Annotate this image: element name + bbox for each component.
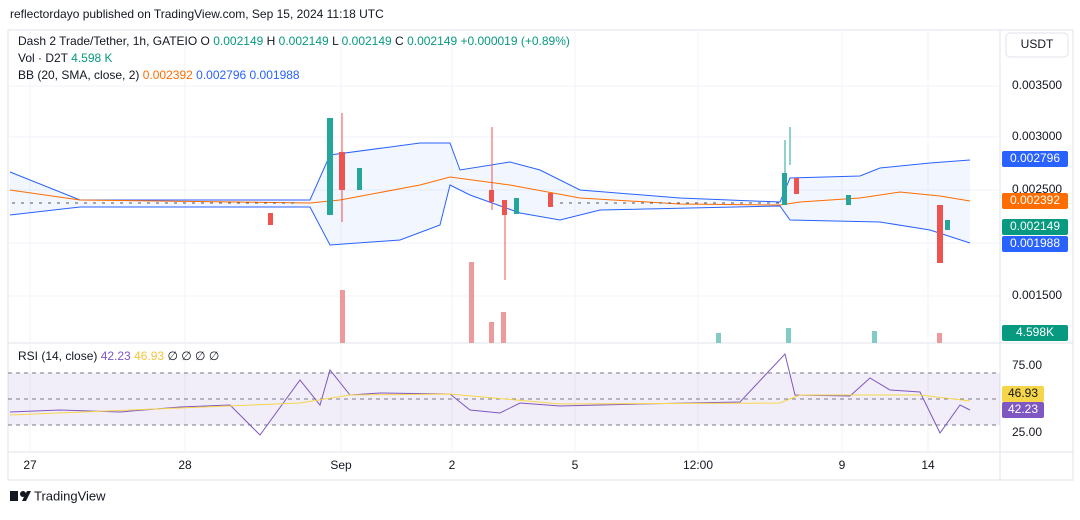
ohlc-label: C — [395, 34, 404, 48]
rsi-line — [9, 352, 971, 436]
rsi-value: ∅ — [167, 349, 177, 363]
bb-label: BB (20, SMA, close, 2) — [18, 68, 139, 82]
price-badge — [1002, 151, 1068, 167]
rsi-axis-label: 75.00 — [1012, 358, 1042, 372]
bb-middle — [9, 176, 971, 206]
published-text: reflectordayo published on TradingView.c… — [10, 7, 384, 21]
candles — [12, 113, 950, 280]
tv-logo — [10, 491, 31, 501]
time-label: 5 — [572, 458, 579, 472]
bb-value: 0.002796 — [196, 68, 246, 82]
volume — [340, 262, 942, 343]
ohlc-value: 0.002149 — [279, 34, 329, 48]
time-label: 2 — [449, 458, 456, 472]
rsi-badge — [1002, 386, 1044, 402]
price-badge — [1002, 325, 1068, 341]
price-label: 0.003000 — [1012, 129, 1062, 143]
rsi-value: 46.93 — [134, 349, 164, 363]
price-badge-label: 0.002796 — [1010, 151, 1060, 165]
legend-row: Vol · D2T 4.598 K — [18, 51, 113, 65]
time-label: 12:00 — [683, 458, 713, 472]
bb-value: 0.001988 — [250, 68, 300, 82]
rsi-value: ∅ — [209, 349, 219, 363]
rsi-badge-label: 46.93 — [1008, 386, 1038, 400]
currency-box[interactable] — [1005, 32, 1069, 58]
ohlc-label: L — [332, 34, 339, 48]
price-badge-label: 0.002149 — [1010, 219, 1060, 233]
rsi-value: ∅ — [181, 349, 191, 363]
bb-lower — [9, 184, 971, 246]
bb-upper — [9, 142, 971, 203]
ohlc-value: 0.002149 — [407, 34, 457, 48]
rsi-value: 42.23 — [101, 349, 131, 363]
rsi-value: ∅ — [195, 349, 205, 363]
time-label: 28 — [178, 458, 192, 472]
rsi-axis-label: 25.00 — [1012, 425, 1042, 439]
legend-row: BB (20, SMA, close, 2) 0.002392 0.002796… — [18, 68, 300, 82]
price-badge-label: 4.598K — [1016, 325, 1054, 339]
legend-row: Dash 2 Trade/Tether, 1h, GATEIO O 0.0021… — [18, 34, 570, 48]
price-label: 0.002500 — [1012, 182, 1062, 196]
time-label: 27 — [23, 458, 37, 472]
time-label: 9 — [839, 458, 846, 472]
bb-value: 0.002392 — [143, 68, 193, 82]
price-label: 0.001500 — [1012, 288, 1062, 302]
price-badge — [1002, 236, 1068, 252]
rsi-badge-label: 42.23 — [1008, 402, 1038, 416]
rsi-badge — [1002, 402, 1044, 418]
volume-label: Vol · D2T — [18, 51, 69, 65]
price-badge-label: 0.002392 — [1010, 193, 1060, 207]
change: +0.000019 (+0.89%) — [460, 34, 569, 48]
time-label: Sep — [330, 458, 352, 472]
legend-row: RSI (14, close) 42.23 46.93 ∅ ∅ ∅ ∅ — [18, 349, 219, 363]
footer-brand: TradingView — [34, 488, 106, 503]
currency[interactable]: USDT — [1021, 37, 1054, 51]
price-badge-label: 0.001988 — [1010, 236, 1060, 250]
price-label: 0.003500 — [1012, 78, 1062, 92]
price-badge — [1002, 193, 1068, 209]
price-badge — [1002, 219, 1068, 235]
chart-frame — [7, 29, 1074, 481]
time-label: 14 — [921, 458, 935, 472]
ohlc-label: H — [267, 34, 276, 48]
ohlc-value: 0.002149 — [342, 34, 392, 48]
volume-value: 4.598 K — [71, 51, 112, 65]
ohlc-value: 0.002149 — [213, 34, 263, 48]
ohlc-label: O — [201, 34, 210, 48]
rsi-label: RSI (14, close) — [18, 349, 97, 363]
grid — [8, 30, 1000, 452]
symbol: Dash 2 Trade/Tether, 1h, GATEIO — [18, 34, 197, 48]
rsi-ma — [9, 393, 971, 416]
